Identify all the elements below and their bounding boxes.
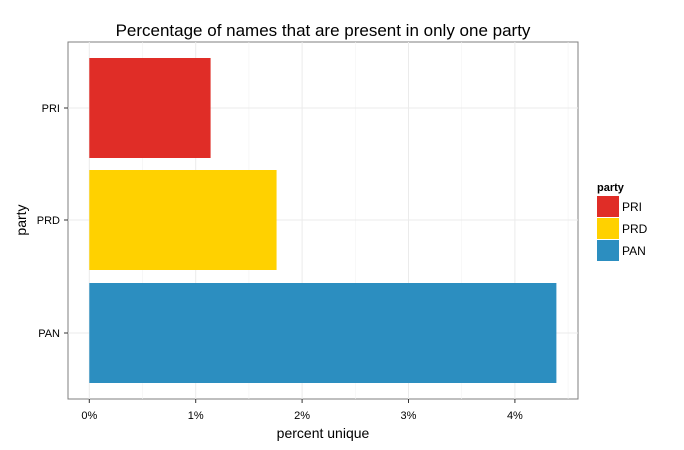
- bars: [89, 58, 557, 383]
- legend-swatch-pri: [597, 196, 619, 217]
- x-tick-label: 0%: [81, 410, 97, 422]
- bar-pri: [89, 58, 211, 158]
- legend-label: PAN: [622, 244, 646, 258]
- x-tick-label: 1%: [188, 410, 204, 422]
- x-axis-label: percent unique: [277, 425, 370, 441]
- legend: party PRI PRD PAN: [597, 182, 648, 261]
- legend-title: party: [597, 182, 625, 194]
- bar-prd: [89, 170, 277, 270]
- bar-pan: [89, 283, 557, 383]
- x-tick-label: 4%: [507, 410, 523, 422]
- chart-title: Percentage of names that are present in …: [116, 21, 531, 40]
- legend-label: PRD: [622, 222, 648, 236]
- y-tick-label: PRD: [37, 215, 60, 227]
- x-axis: 0% 1% 2% 3% 4%: [81, 399, 523, 422]
- legend-swatch-pan: [597, 240, 619, 261]
- y-axis: PRI PRD PAN: [37, 103, 68, 340]
- y-axis-label: party: [13, 204, 29, 235]
- y-tick-label: PRI: [42, 103, 60, 115]
- x-tick-label: 2%: [294, 410, 310, 422]
- y-tick-label: PAN: [38, 328, 60, 340]
- x-tick-label: 3%: [401, 410, 417, 422]
- legend-label: PRI: [622, 200, 642, 214]
- legend-swatch-prd: [597, 218, 619, 239]
